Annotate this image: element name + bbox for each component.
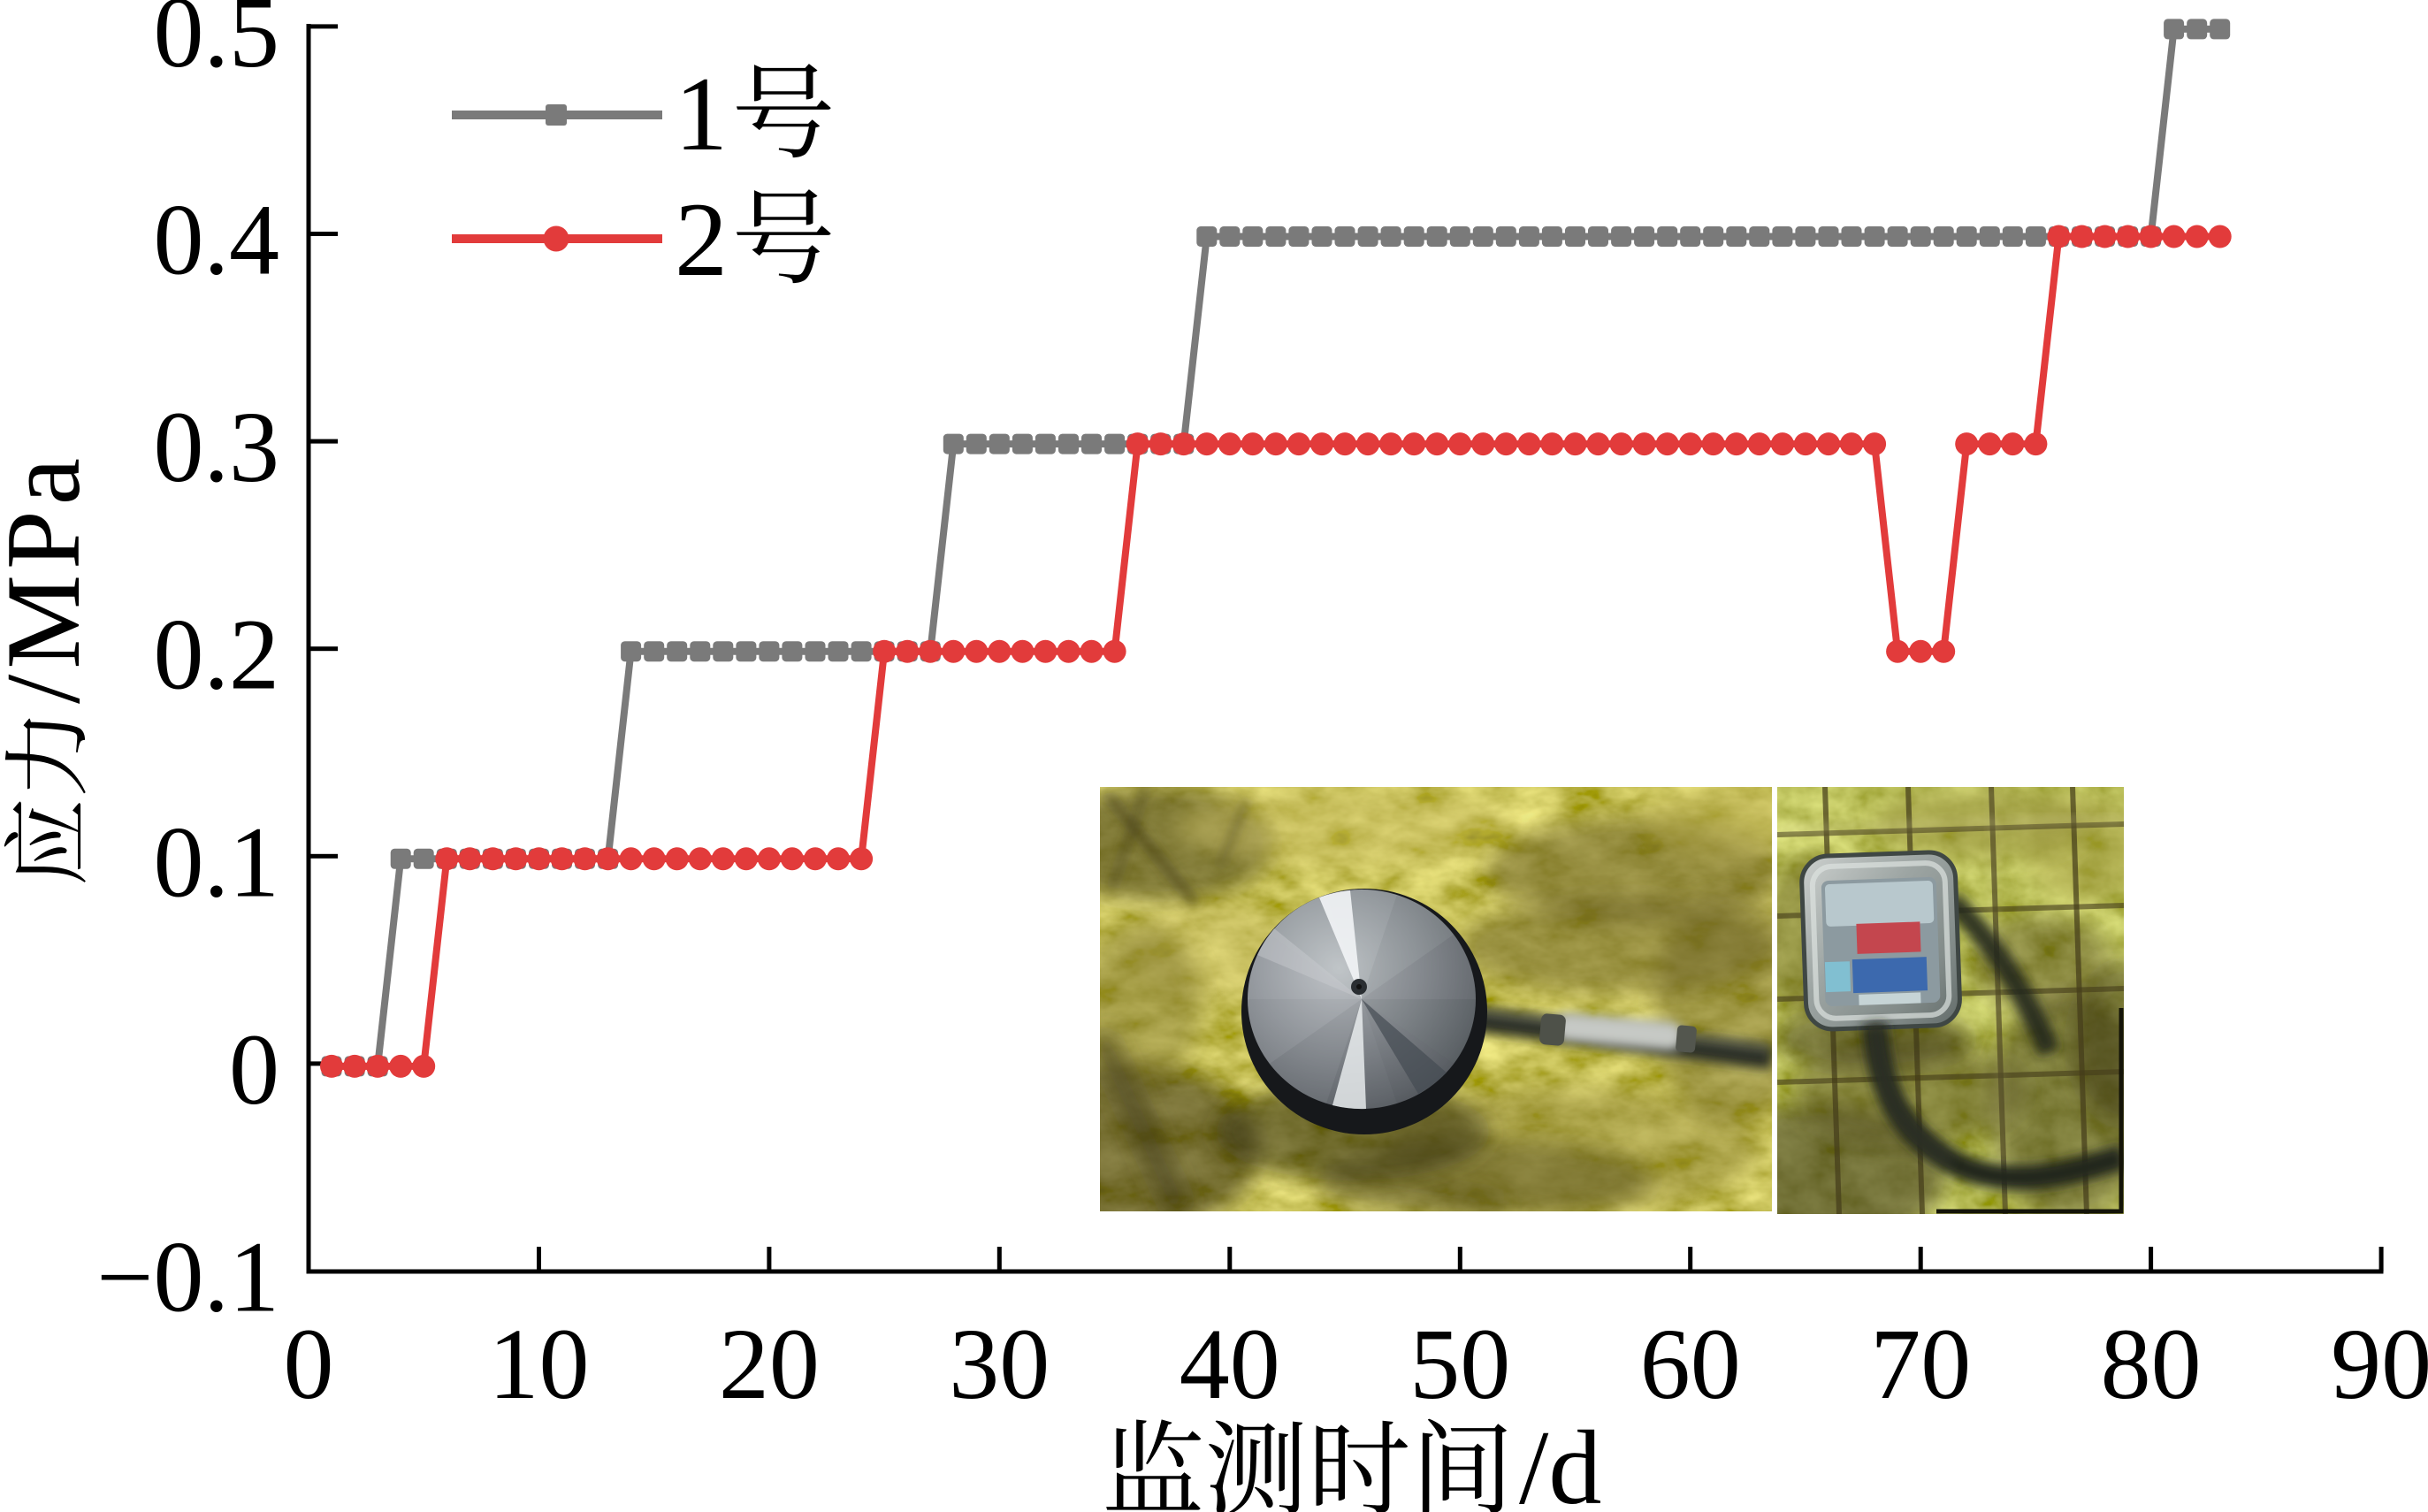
svg-text:0: 0 — [284, 1308, 334, 1420]
svg-text:1: 1 — [675, 55, 728, 172]
svg-text:2: 2 — [675, 180, 728, 298]
svg-text:90: 90 — [2331, 1308, 2428, 1420]
svg-text:−0.1: −0.1 — [96, 1221, 279, 1333]
svg-text:/MPa: /MPa — [0, 453, 102, 704]
svg-text:20: 20 — [719, 1308, 820, 1420]
svg-text:10: 10 — [489, 1308, 590, 1420]
svg-text:0.1: 0.1 — [154, 806, 280, 918]
svg-text:60: 60 — [1640, 1308, 1741, 1420]
svg-text:0.5: 0.5 — [154, 0, 280, 88]
svg-text:0: 0 — [229, 1013, 279, 1126]
svg-text:40: 40 — [1180, 1308, 1280, 1420]
svg-text:80: 80 — [2101, 1308, 2202, 1420]
svg-text:0.3: 0.3 — [154, 391, 280, 503]
svg-text:50: 50 — [1409, 1308, 1510, 1420]
svg-text:0.4: 0.4 — [154, 184, 280, 296]
svg-text:30: 30 — [949, 1308, 1050, 1420]
svg-text:/d: /d — [1519, 1409, 1601, 1512]
svg-text:0.2: 0.2 — [154, 599, 280, 711]
svg-text:70: 70 — [1870, 1308, 1971, 1420]
